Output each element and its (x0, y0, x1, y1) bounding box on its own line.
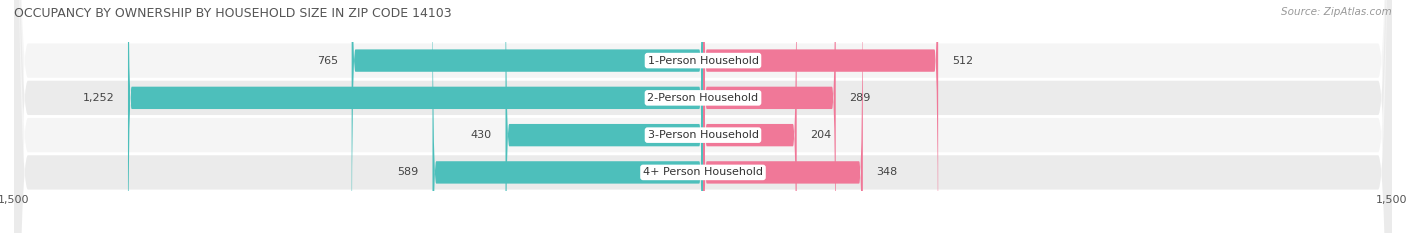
Text: 430: 430 (471, 130, 492, 140)
Text: 589: 589 (398, 168, 419, 177)
FancyBboxPatch shape (128, 0, 703, 233)
Text: 289: 289 (849, 93, 870, 103)
Text: 1-Person Household: 1-Person Household (648, 56, 758, 65)
Text: 2-Person Household: 2-Person Household (647, 93, 759, 103)
FancyBboxPatch shape (352, 0, 703, 233)
Text: 1,252: 1,252 (83, 93, 114, 103)
FancyBboxPatch shape (703, 0, 863, 233)
FancyBboxPatch shape (14, 0, 1392, 233)
Text: Source: ZipAtlas.com: Source: ZipAtlas.com (1281, 7, 1392, 17)
FancyBboxPatch shape (433, 0, 703, 233)
FancyBboxPatch shape (703, 0, 835, 233)
Text: 765: 765 (316, 56, 337, 65)
FancyBboxPatch shape (703, 0, 797, 233)
FancyBboxPatch shape (14, 0, 1392, 233)
Text: 4+ Person Household: 4+ Person Household (643, 168, 763, 177)
Text: 512: 512 (952, 56, 973, 65)
Text: 204: 204 (810, 130, 832, 140)
FancyBboxPatch shape (506, 0, 703, 233)
FancyBboxPatch shape (14, 0, 1392, 233)
Text: 348: 348 (876, 168, 898, 177)
FancyBboxPatch shape (703, 0, 938, 233)
Text: OCCUPANCY BY OWNERSHIP BY HOUSEHOLD SIZE IN ZIP CODE 14103: OCCUPANCY BY OWNERSHIP BY HOUSEHOLD SIZE… (14, 7, 451, 20)
FancyBboxPatch shape (14, 0, 1392, 233)
Text: 3-Person Household: 3-Person Household (648, 130, 758, 140)
